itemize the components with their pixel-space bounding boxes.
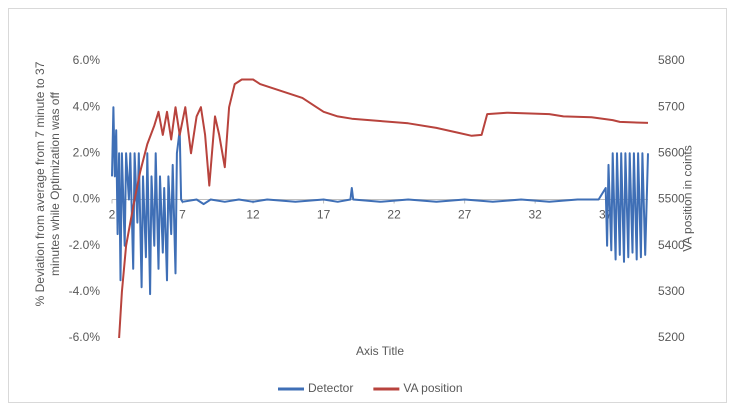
y2-tick-label: 5700 xyxy=(658,99,685,113)
x-tick-label: 32 xyxy=(528,208,542,222)
series-line xyxy=(118,78,649,339)
y-tick-label: 2.0% xyxy=(73,146,101,160)
x-tick-label: 17 xyxy=(317,208,331,222)
y2-tick-label: 5200 xyxy=(658,330,685,344)
x-tick-label: 27 xyxy=(458,208,472,222)
x-tick-label: 22 xyxy=(387,208,401,222)
chart-border xyxy=(8,8,727,403)
y-tick-label: 6.0% xyxy=(73,53,101,67)
y-tick-label: -4.0% xyxy=(69,284,101,298)
y-tick-label: 0.0% xyxy=(73,192,101,206)
y-tick-label: -2.0% xyxy=(69,238,101,252)
y-tick-label: -6.0% xyxy=(69,330,101,344)
y2-tick-label: 5300 xyxy=(658,284,685,298)
legend-label: VA position xyxy=(403,381,462,395)
y2-tick-label: 5800 xyxy=(658,53,685,67)
y2-tick-label: 5500 xyxy=(658,192,685,206)
x-tick-label: 12 xyxy=(246,208,260,222)
legend-label: Detector xyxy=(308,381,353,395)
y-tick-label: 4.0% xyxy=(73,99,101,113)
y2-tick-label: 5600 xyxy=(658,146,685,160)
y2-axis-title: VA position in coints xyxy=(680,145,695,252)
x-axis-title: Axis Title xyxy=(356,344,404,358)
y2-tick-label: 5400 xyxy=(658,238,685,252)
x-tick-label: 2 xyxy=(109,208,116,222)
x-tick-label: 7 xyxy=(179,208,186,222)
y-axis-title: % Deviation from average from 7 minute t… xyxy=(33,61,62,307)
series-line xyxy=(111,106,649,296)
